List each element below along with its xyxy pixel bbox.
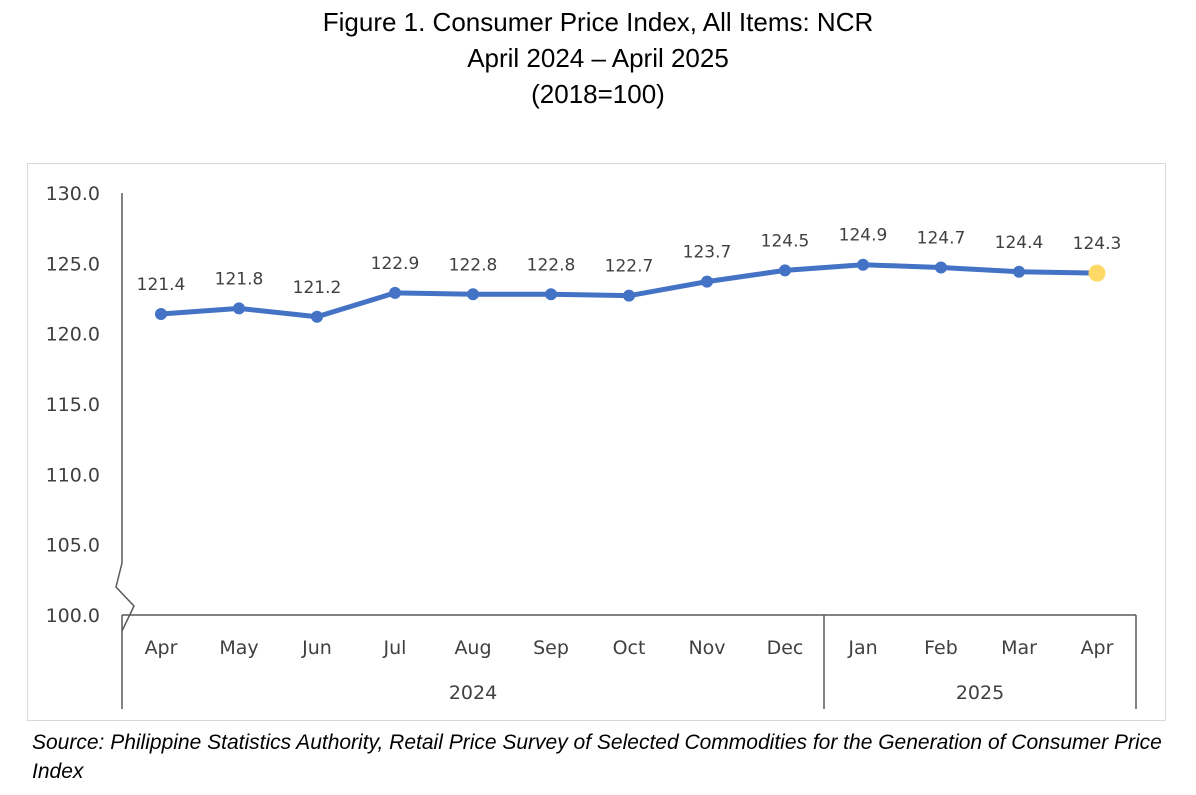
data-point	[155, 307, 167, 320]
series-line-layer	[155, 258, 1106, 323]
x-tick-label: Apr	[1081, 637, 1114, 659]
data-point	[857, 258, 869, 271]
y-tick-label: 100.0	[46, 605, 100, 627]
data-label: 122.9	[371, 254, 420, 274]
x-tick-label: Mar	[1001, 637, 1037, 659]
data-label: 123.7	[683, 243, 732, 263]
y-tick-label: 105.0	[46, 535, 100, 557]
axes: 100.0 105.0 110.0 115.0 120.0 125.0 130.0 2024 2…	[46, 183, 1137, 709]
y-tick-label: 115.0	[46, 394, 100, 416]
data-point	[779, 264, 791, 277]
data-point	[467, 288, 479, 301]
x-tick-label: Feb	[924, 637, 958, 659]
x-tick-label: Oct	[613, 637, 646, 659]
data-label: 121.2	[293, 278, 342, 298]
y-axis-break-mark	[115, 562, 135, 632]
chart-title-line-2: April 2024 – April 2025	[467, 43, 729, 73]
data-point	[935, 261, 947, 274]
x-tick-label: Nov	[688, 637, 725, 659]
x-group-label: 2024	[449, 682, 497, 704]
data-label: 121.4	[137, 275, 186, 295]
source-note: Source: Philippine Statistics Authority,…	[32, 731, 1162, 783]
data-label: 122.8	[527, 255, 576, 275]
data-label: 122.7	[605, 257, 654, 277]
y-tick-label: 120.0	[46, 324, 100, 346]
x-tick-label: May	[219, 637, 258, 659]
x-tick-label: Sep	[533, 637, 569, 659]
data-label: 122.8	[449, 255, 498, 275]
data-label: 124.5	[761, 231, 810, 251]
data-point	[623, 289, 635, 302]
data-point	[233, 302, 245, 315]
y-tick-label: 130.0	[46, 183, 100, 205]
chart-title: Figure 1. Consumer Price Index, All Item…	[0, 4, 1196, 112]
y-tick-label: 110.0	[46, 464, 100, 486]
x-tick-label: Jul	[383, 637, 407, 659]
data-point-highlighted	[1088, 264, 1106, 282]
data-label: 124.9	[839, 226, 888, 246]
x-tick-label: Jun	[301, 637, 332, 659]
data-point	[389, 286, 401, 299]
data-point	[1013, 265, 1025, 278]
x-tick-label: Aug	[454, 637, 491, 659]
data-label: 124.3	[1073, 234, 1122, 254]
chart-title-line-1: Figure 1. Consumer Price Index, All Item…	[322, 7, 874, 37]
y-tick-label: 125.0	[46, 253, 100, 275]
chart-title-line-3: (2018=100)	[531, 79, 665, 109]
data-point	[701, 275, 713, 288]
data-label: 121.8	[215, 269, 264, 289]
x-tick-label: Apr	[145, 637, 178, 659]
x-group-label: 2025	[956, 682, 1004, 704]
x-tick-label: Dec	[767, 637, 804, 659]
chart-area-border	[27, 163, 1166, 721]
data-point	[545, 288, 557, 301]
data-labels-layer: 121.4 121.8 121.2 122.9 122.8 122.8 122.7 123.7…	[137, 226, 1122, 298]
x-tick-label: Jan	[847, 637, 877, 659]
data-point	[311, 310, 323, 323]
data-label: 124.4	[995, 233, 1044, 253]
data-label: 124.7	[917, 229, 966, 249]
